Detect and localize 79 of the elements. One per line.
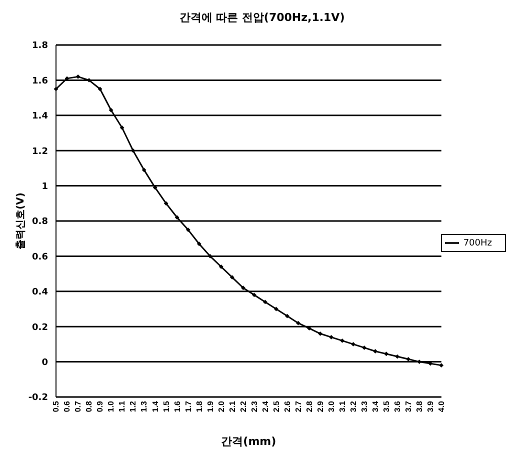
- y-tick-label: 0.4: [32, 288, 48, 298]
- point: [329, 334, 334, 340]
- x-tick-label: 2.4: [260, 400, 270, 412]
- x-tick-label: 2.2: [238, 400, 248, 412]
- point: [296, 320, 300, 326]
- y-tick-label: 1: [42, 182, 48, 192]
- point: [230, 275, 234, 280]
- point: [274, 306, 278, 312]
- point: [351, 342, 356, 346]
- x-tick-label: 2.8: [304, 400, 314, 412]
- y-tick-label: 0.8: [32, 217, 48, 228]
- point: [108, 108, 114, 112]
- chart-title: 간격에 따른 전압(700Hz,1.1V): [178, 10, 346, 25]
- y-tick-label: 0.2: [32, 322, 48, 333]
- point: [98, 86, 102, 92]
- point: [196, 242, 202, 246]
- point: [186, 228, 190, 232]
- x-tick-label: 0.9: [96, 400, 105, 412]
- x-tick-label: 0.7: [74, 400, 83, 412]
- x-tick-label: 1.6: [172, 400, 182, 412]
- x-tick-label: 1.8: [194, 400, 204, 412]
- x-tick-label: 2.7: [294, 400, 303, 412]
- x-tick-label: 2.6: [282, 400, 292, 412]
- point: [439, 363, 444, 368]
- x-tick-label: 4.0: [437, 400, 446, 412]
- point: [252, 292, 256, 298]
- x-tick-label: 3.1: [338, 400, 347, 412]
- x-tick-label: 1.4: [150, 400, 160, 412]
- x-tick-label: 3.3: [360, 400, 369, 412]
- x-tick-label: 0.5: [52, 400, 61, 412]
- y-tick-label: 0.6: [32, 252, 48, 262]
- point: [76, 74, 80, 79]
- point: [373, 349, 378, 354]
- x-tick-label: 1.3: [140, 400, 149, 412]
- x-tick-label: 1.9: [206, 400, 215, 412]
- x-tick-label: 2.3: [250, 400, 259, 412]
- x-tick-label: 3.4: [370, 400, 380, 412]
- x-tick-label: 1.1: [118, 400, 127, 412]
- point: [262, 300, 268, 304]
- y-tick-label: 1.4: [32, 112, 48, 122]
- x-tick-label: 0.6: [62, 400, 72, 412]
- x-tick-label: 2.9: [316, 400, 325, 412]
- point: [395, 354, 400, 359]
- x-tick-label: 2.5: [272, 400, 281, 412]
- x-tick-label: 2.1: [228, 400, 237, 412]
- x-tick-label: 1.0: [106, 400, 116, 412]
- x-tick-label: 3.9: [426, 400, 435, 412]
- y-tick-label: 1.2: [32, 146, 48, 157]
- point: [164, 201, 168, 206]
- x-tick-label: 3.5: [382, 400, 391, 412]
- y-tick-label: 1.8: [32, 41, 48, 52]
- point: [318, 331, 322, 336]
- x-tick-label: 3.8: [414, 400, 424, 412]
- y-axis-title: 출력신호(V): [16, 192, 27, 250]
- x-tick-label: 3.7: [404, 400, 413, 412]
- point: [362, 346, 366, 350]
- point: [218, 264, 224, 269]
- x-tick-label: 1.7: [184, 400, 193, 412]
- point: [130, 148, 136, 153]
- point: [142, 168, 146, 172]
- x-tick-label: 3.0: [326, 400, 336, 412]
- point: [384, 352, 388, 356]
- point: [284, 314, 290, 318]
- x-tick-label: 2.0: [216, 400, 226, 412]
- point: [54, 86, 58, 92]
- x-axis-title: 간격(mm): [221, 435, 276, 448]
- y-tick-label: 1.6: [32, 76, 48, 86]
- x-tick-label: 3.6: [392, 400, 402, 412]
- legend-label: 700Hz: [463, 238, 492, 248]
- x-tick-label: 1.2: [128, 400, 138, 412]
- x-tick-label: 0.8: [84, 400, 94, 412]
- y-tick-label: -0.2: [28, 393, 48, 404]
- y-tick-label: 0: [42, 358, 48, 368]
- x-tick-label: 1.5: [162, 400, 171, 412]
- x-tick-label: 3.2: [348, 400, 358, 412]
- point: [340, 338, 344, 343]
- point: [174, 215, 180, 220]
- point: [406, 356, 410, 362]
- point: [240, 286, 246, 290]
